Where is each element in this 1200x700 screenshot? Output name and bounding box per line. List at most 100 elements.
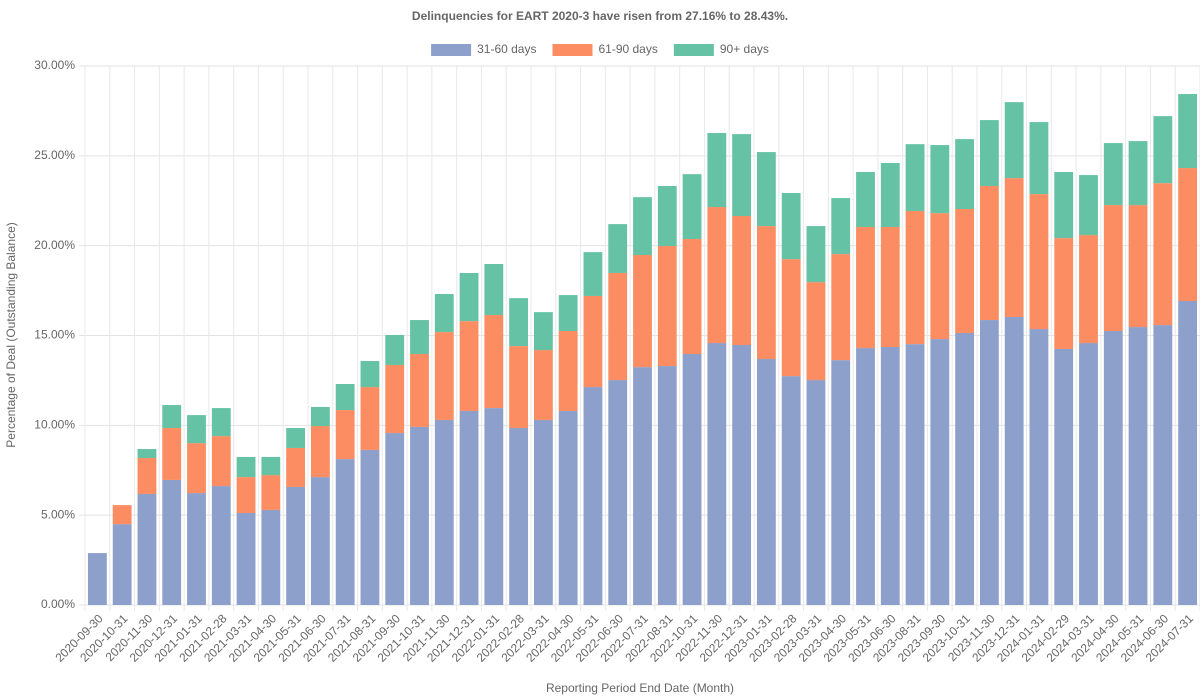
bar-segment	[1079, 235, 1098, 344]
y-tick-label: 30.00%	[34, 58, 75, 72]
bar-segment	[434, 293, 454, 333]
bar-segment	[286, 486, 306, 605]
bar-segment	[955, 332, 975, 605]
bar-segment	[1178, 168, 1198, 302]
bar-segment	[979, 320, 999, 605]
bar-segment	[856, 172, 875, 227]
bar-segment	[286, 428, 306, 448]
bar-segment	[484, 315, 504, 409]
bar-segment	[831, 254, 851, 361]
bar-segment	[732, 216, 752, 346]
bar-segment	[806, 282, 826, 381]
bar-segment	[831, 198, 851, 255]
bar-segment	[310, 477, 330, 605]
bar-segment	[286, 447, 306, 487]
bar-segment	[112, 505, 132, 525]
bar-segment	[162, 479, 182, 605]
bar-segment	[112, 524, 132, 605]
bar-segment	[558, 295, 578, 332]
bar-segment	[657, 246, 677, 367]
bar-segment	[137, 449, 157, 459]
bar-segment	[1004, 316, 1024, 605]
bar-segment	[1079, 175, 1098, 236]
bar-segment	[1004, 102, 1024, 179]
bar-segment	[1029, 122, 1049, 195]
bar-segment	[434, 419, 454, 605]
bar-segment	[261, 509, 281, 605]
bar-segment	[732, 345, 752, 605]
y-axis-label: Percentage of Deal (Outstanding Balance)	[4, 222, 18, 447]
bar-segment	[1153, 116, 1173, 184]
bar-segment	[1029, 194, 1049, 330]
bar-segment	[583, 295, 603, 388]
bar-segment	[1054, 348, 1074, 605]
bar-segment	[707, 343, 727, 605]
bar-segment	[360, 361, 380, 388]
bar-segment	[385, 334, 405, 365]
x-axis-label: Reporting Period End Date (Month)	[546, 681, 734, 695]
y-tick-label: 0.00%	[41, 597, 75, 611]
bar-segment	[1079, 343, 1098, 605]
bar-segment	[261, 456, 281, 476]
bar-segment	[1103, 205, 1123, 332]
bar-segment	[335, 459, 355, 605]
bar-segment	[732, 134, 752, 217]
bar-segment	[707, 207, 727, 344]
legend: 31-60 days 61-90 days 90+ days	[431, 42, 769, 56]
bar-segment	[1029, 329, 1049, 605]
bar-segment	[905, 144, 925, 211]
bar-segment	[608, 380, 628, 605]
bar-segment	[533, 419, 553, 605]
bar-segment	[410, 320, 429, 355]
bar-segment	[806, 226, 826, 283]
y-tick-label: 15.00%	[34, 328, 75, 342]
bar-segment	[533, 312, 553, 351]
bar-segment	[1103, 143, 1123, 206]
bar-segment	[459, 272, 479, 322]
bar-segment	[930, 145, 950, 214]
bar-segment	[682, 239, 702, 355]
bar-segment	[880, 226, 900, 347]
bar-segment	[459, 321, 479, 411]
bar-segment	[905, 210, 925, 345]
bar-segment	[633, 367, 652, 605]
bar-segment	[955, 139, 975, 210]
bar-segment	[484, 263, 504, 316]
legend-swatch	[552, 44, 593, 56]
bar-segment	[682, 354, 702, 605]
legend-label: 61-90 days	[598, 42, 657, 56]
bar-segment	[87, 553, 107, 605]
legend-swatch	[673, 44, 714, 56]
bar-segment	[211, 408, 231, 437]
bar-segment	[1178, 301, 1198, 605]
bar-segment	[608, 272, 628, 381]
bar-segment	[1054, 238, 1074, 349]
bar-segment	[930, 339, 950, 605]
bar-segment	[558, 331, 578, 411]
bar-segment	[410, 426, 429, 605]
bar-segment	[880, 346, 900, 605]
chart-title: Delinquencies for EART 2020-3 have risen…	[412, 9, 788, 23]
bar-segment	[608, 224, 628, 273]
bar-segment	[1103, 331, 1123, 605]
bar-segment	[211, 436, 231, 487]
bar-segment	[509, 428, 529, 605]
bar-segment	[930, 213, 950, 340]
bar-segment	[137, 493, 157, 605]
bar-segment	[1128, 327, 1148, 605]
bar-segment	[360, 449, 380, 605]
bar-segment	[211, 486, 231, 605]
bar-segment	[410, 354, 429, 427]
bar-segment	[1178, 94, 1198, 169]
bar-segment	[335, 410, 355, 460]
bar-segment	[1153, 183, 1173, 326]
bar-segment	[162, 428, 182, 480]
bar-segment	[1054, 172, 1074, 239]
bar-segment	[509, 298, 529, 347]
legend-swatch	[431, 44, 472, 56]
bar-segment	[979, 120, 999, 187]
bar-segment	[806, 380, 826, 605]
bar-segment	[484, 408, 504, 605]
bar-segment	[385, 364, 405, 434]
